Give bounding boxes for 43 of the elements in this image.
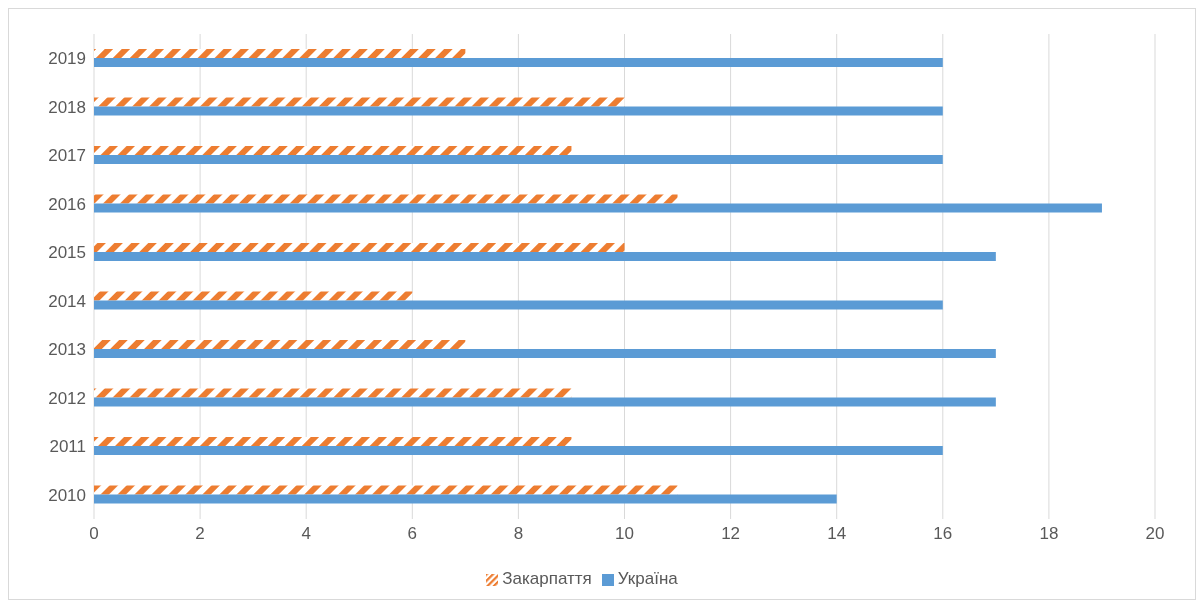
bar bbox=[94, 252, 996, 261]
y-tick-label: 2019 bbox=[48, 49, 86, 69]
x-tick-label: 2 bbox=[195, 524, 205, 544]
bar bbox=[94, 291, 413, 301]
x-tick-label: 0 bbox=[89, 524, 99, 544]
x-tick-label: 12 bbox=[721, 524, 741, 544]
y-tick-label: 2018 bbox=[48, 97, 86, 117]
y-tick-label: 2013 bbox=[48, 340, 86, 360]
y-tick-label: 2011 bbox=[49, 437, 86, 457]
bar bbox=[94, 300, 943, 310]
bar bbox=[94, 155, 943, 164]
bar bbox=[94, 58, 943, 67]
bar bbox=[94, 397, 996, 407]
bar bbox=[94, 194, 678, 204]
y-tick-label: 2015 bbox=[48, 243, 86, 263]
bar bbox=[94, 49, 466, 58]
bar bbox=[94, 494, 837, 504]
bar bbox=[94, 243, 625, 252]
bar bbox=[94, 340, 466, 349]
legend-label: Україна bbox=[617, 569, 678, 588]
x-tick-label: 20 bbox=[1145, 524, 1165, 544]
bar bbox=[94, 485, 678, 495]
x-tick-label: 4 bbox=[301, 524, 311, 544]
y-tick-label: 2012 bbox=[48, 388, 86, 408]
bar bbox=[94, 106, 943, 116]
bar bbox=[94, 203, 1102, 213]
y-tick-label: 2017 bbox=[48, 146, 86, 166]
legend-label: Закарпаття bbox=[502, 569, 592, 588]
bar bbox=[94, 146, 572, 155]
bar bbox=[94, 349, 996, 358]
bar bbox=[94, 446, 943, 455]
bar bbox=[94, 437, 572, 446]
x-tick-label: 6 bbox=[407, 524, 418, 544]
y-tick-label: 2014 bbox=[48, 291, 86, 311]
x-tick-label: 8 bbox=[513, 524, 524, 544]
bar bbox=[94, 388, 572, 398]
x-tick-label: 16 bbox=[933, 524, 953, 544]
y-tick-label: 2010 bbox=[48, 485, 86, 505]
bar bbox=[94, 97, 625, 107]
x-tick-label: 14 bbox=[827, 524, 847, 544]
y-tick-label: 2016 bbox=[48, 194, 86, 214]
x-tick-label: 18 bbox=[1039, 524, 1059, 544]
x-tick-label: 10 bbox=[615, 524, 634, 544]
